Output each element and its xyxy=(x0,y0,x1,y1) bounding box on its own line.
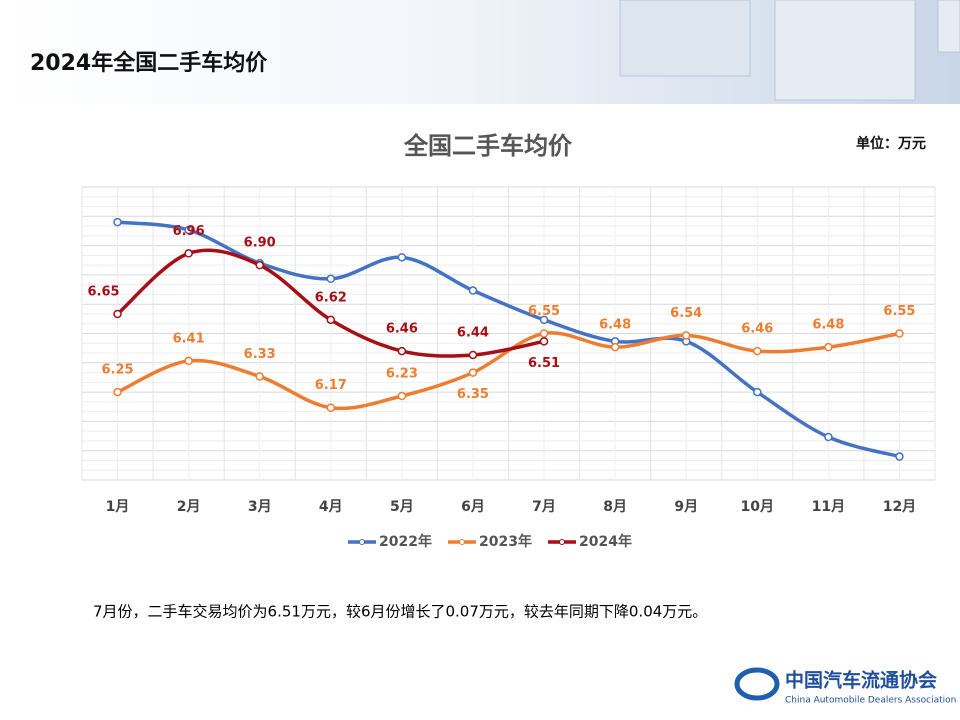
data-label: 6.44 xyxy=(457,325,489,340)
point xyxy=(326,315,336,325)
point xyxy=(397,391,407,401)
data-label: 6.46 xyxy=(741,322,773,337)
data-label: 6.46 xyxy=(386,322,418,337)
data-label: 6.96 xyxy=(173,224,205,239)
x-tick-label: 6月 xyxy=(461,499,485,515)
data-label: 6.23 xyxy=(386,367,418,382)
point xyxy=(113,309,122,319)
data-label: 6.48 xyxy=(812,318,844,333)
data-label: 6.35 xyxy=(457,387,489,402)
data-label: 6.55 xyxy=(528,304,560,319)
legend-label: 2022年 xyxy=(379,533,432,550)
data-label: 6.54 xyxy=(670,306,702,321)
point xyxy=(113,387,122,397)
point xyxy=(184,225,193,235)
x-tick-label: 7月 xyxy=(532,499,556,515)
point xyxy=(539,329,549,338)
x-tick-label: 2月 xyxy=(177,499,201,515)
point xyxy=(468,368,478,377)
data-label: 6.62 xyxy=(315,290,347,305)
point xyxy=(895,329,904,338)
data-label: 6.48 xyxy=(599,318,631,333)
legend-marker xyxy=(559,539,565,545)
x-tick-label: 11月 xyxy=(812,499,845,515)
point xyxy=(895,452,904,461)
x-tick-label: 3月 xyxy=(248,499,272,515)
plot-area: 1月 2月 3月 4月 5月 6月 7月 8月 9月 10月 11月 12月 2022年 6.25 6.41… xyxy=(81,186,936,550)
data-label: 6.90 xyxy=(244,236,276,251)
point xyxy=(824,432,833,442)
note: 7月份，二手车交易均价为6.51万元，较6月份增长了0.07万元，较去年同期下降… xyxy=(93,603,707,621)
point xyxy=(539,315,549,325)
header-cube xyxy=(619,0,751,77)
x-tick-label: 9月 xyxy=(674,499,698,515)
point xyxy=(610,342,620,352)
point xyxy=(681,331,691,340)
header-cube xyxy=(937,0,960,53)
legend-marker xyxy=(459,539,465,545)
slide-title: 2024年全国二手车均价 xyxy=(30,50,268,76)
data-label: 6.25 xyxy=(102,363,134,378)
header-cube xyxy=(774,0,916,101)
point xyxy=(397,346,407,356)
point xyxy=(753,346,762,356)
logo-mark xyxy=(734,667,780,701)
point xyxy=(255,372,264,381)
chart-title: 全国二手车均价 xyxy=(403,132,573,160)
x-tick-label: 5月 xyxy=(390,499,414,515)
point xyxy=(753,387,762,397)
point xyxy=(255,260,264,270)
point xyxy=(468,286,478,295)
data-label: 6.55 xyxy=(883,304,915,319)
x-tick-label: 1月 xyxy=(106,499,130,515)
data-label: 6.51 xyxy=(528,356,560,371)
logo-en: China Automobile Dealers Association xyxy=(785,696,956,706)
point xyxy=(184,356,193,366)
logo-cn: 中国汽车流通协会 xyxy=(785,669,937,692)
point xyxy=(539,337,549,346)
unit-label: 单位：万元 xyxy=(856,135,926,152)
data-label: 6.41 xyxy=(173,331,205,346)
point xyxy=(326,403,336,412)
point xyxy=(397,253,407,262)
point xyxy=(824,342,833,352)
data-label: 6.17 xyxy=(315,378,347,393)
data-label: 6.33 xyxy=(244,347,276,362)
data-label: 6.65 xyxy=(88,284,120,299)
x-tick-label: 12月 xyxy=(883,499,916,515)
x-tick-label: 8月 xyxy=(603,499,627,515)
legend-label: 2024年 xyxy=(579,533,632,550)
point xyxy=(113,217,122,227)
point xyxy=(326,274,336,284)
x-tick-label: 4月 xyxy=(319,499,343,515)
legend-label: 2023年 xyxy=(479,533,532,550)
legend-marker xyxy=(359,539,365,545)
x-tick-label: 10月 xyxy=(741,499,774,515)
point xyxy=(184,249,193,258)
point xyxy=(468,350,478,360)
